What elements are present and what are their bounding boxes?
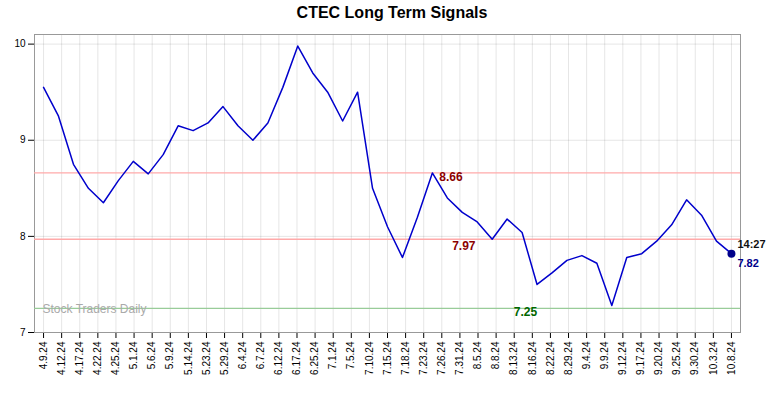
svg-text:6.17.24: 6.17.24 (291, 341, 302, 375)
svg-text:14:27: 14:27 (737, 238, 765, 250)
svg-text:8.29.24: 8.29.24 (563, 341, 574, 375)
svg-text:9: 9 (20, 134, 26, 145)
svg-text:4.25.24: 4.25.24 (110, 341, 121, 375)
svg-text:8.66: 8.66 (439, 170, 463, 184)
html-text:CTEC Long Term Signals: CTEC Long Term Signals (296, 4, 488, 21)
svg-text:4.17.24: 4.17.24 (74, 341, 85, 375)
svg-text:8.16.24: 8.16.24 (527, 341, 538, 375)
svg-text:6.12.24: 6.12.24 (273, 341, 284, 375)
svg-text:7.10.24: 7.10.24 (364, 341, 375, 375)
svg-text:7.5.24: 7.5.24 (345, 341, 356, 369)
svg-text:7.97: 7.97 (452, 239, 476, 253)
svg-text:5.14.24: 5.14.24 (183, 341, 194, 375)
svg-text:7.31.24: 7.31.24 (454, 341, 465, 375)
svg-text:9.9.24: 9.9.24 (599, 341, 610, 369)
svg-text:7.18.24: 7.18.24 (400, 341, 411, 375)
svg-text:9.4.24: 9.4.24 (581, 341, 592, 369)
svg-text:10.8.24: 10.8.24 (726, 341, 737, 375)
svg-text:9.12.24: 9.12.24 (617, 341, 628, 375)
svg-text:7.26.24: 7.26.24 (436, 341, 447, 375)
svg-text:5.29.24: 5.29.24 (219, 341, 230, 375)
svg-text:Stock Traders Daily: Stock Traders Daily (43, 302, 147, 316)
svg-text:8.5.24: 8.5.24 (472, 341, 483, 369)
svg-text:7.15.24: 7.15.24 (382, 341, 393, 375)
svg-text:7.25: 7.25 (514, 305, 538, 319)
svg-text:6.4.24: 6.4.24 (237, 341, 248, 369)
svg-text:8.22.24: 8.22.24 (545, 341, 556, 375)
svg-text:9.20.24: 9.20.24 (653, 341, 664, 375)
svg-text:7.23.24: 7.23.24 (418, 341, 429, 375)
svg-text:4.22.24: 4.22.24 (92, 341, 103, 375)
svg-text:4.9.24: 4.9.24 (38, 341, 49, 369)
svg-text:9.25.24: 9.25.24 (671, 341, 682, 375)
svg-text:5.1.24: 5.1.24 (128, 341, 139, 369)
svg-text:6.25.24: 6.25.24 (309, 341, 320, 375)
svg-text:5.6.24: 5.6.24 (146, 341, 157, 369)
svg-text:6.7.24: 6.7.24 (255, 341, 266, 369)
svg-text:4.12.24: 4.12.24 (56, 341, 67, 375)
svg-text:10.3.24: 10.3.24 (708, 341, 719, 375)
svg-text:9.17.24: 9.17.24 (635, 341, 646, 375)
svg-text:7: 7 (20, 327, 26, 338)
svg-text:7.1.24: 7.1.24 (327, 341, 338, 369)
svg-text:5.9.24: 5.9.24 (164, 341, 175, 369)
svg-text:8: 8 (20, 231, 26, 242)
svg-text:8.13.24: 8.13.24 (508, 341, 519, 375)
svg-text:8.8.24: 8.8.24 (490, 341, 501, 369)
svg-text:5.23.24: 5.23.24 (201, 341, 212, 375)
svg-text:9.30.24: 9.30.24 (689, 341, 700, 375)
svg-text:7.82: 7.82 (737, 257, 758, 269)
svg-text:10: 10 (14, 38, 26, 49)
